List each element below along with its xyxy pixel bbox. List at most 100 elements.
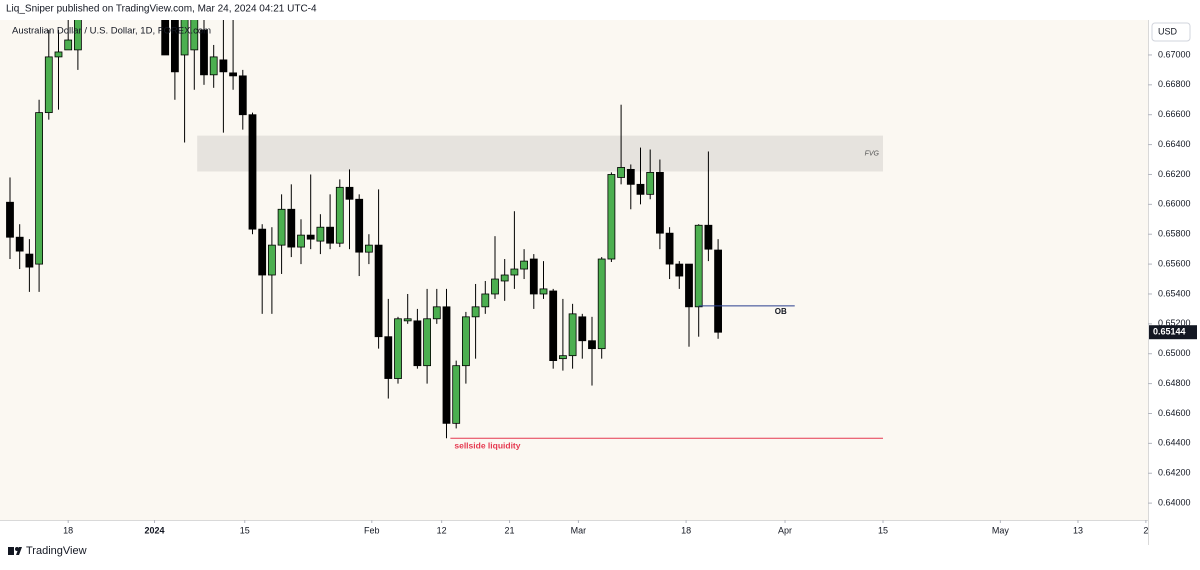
candle-body	[277, 208, 286, 246]
level-label: OB	[775, 307, 787, 316]
candle-body	[491, 278, 499, 295]
y-tick-label: 0.66800	[1158, 79, 1191, 89]
publisher: Liq_Sniper published on TradingView.com,…	[6, 4, 317, 15]
candle-body	[461, 316, 470, 367]
y-tick-label: 0.64800	[1158, 378, 1191, 388]
candle-body	[394, 318, 402, 379]
candle-body	[617, 167, 625, 178]
candle-body	[675, 263, 684, 277]
plot-background	[0, 20, 1148, 520]
candle-body	[297, 234, 305, 248]
y-tick-label: 0.64400	[1158, 438, 1191, 448]
candle-body	[655, 171, 664, 234]
candle-body	[326, 226, 334, 244]
candle-body	[510, 268, 519, 276]
candle-body	[597, 258, 606, 350]
y-tick-label: 0.67000	[1158, 49, 1191, 59]
candle-body	[364, 244, 373, 253]
candle-body	[103, 0, 110, 3]
currency: USD	[1158, 26, 1178, 36]
symbol-title: Australian Dollar / U.S. Dollar, 1D, FOR…	[12, 26, 211, 37]
candle-body	[306, 234, 315, 240]
candle-body	[152, 0, 159, 1]
last-price-box	[1149, 325, 1197, 340]
x-tick-label: 2024	[145, 525, 165, 535]
candle-body	[500, 274, 509, 282]
candle-body	[403, 318, 412, 322]
x-tick-label: Feb	[364, 525, 380, 535]
candle-body	[54, 51, 63, 58]
y-tick-label: 0.65400	[1158, 288, 1191, 298]
candle-body	[190, 20, 199, 51]
brand: TradingView	[26, 545, 87, 557]
y-tick-label: 0.64000	[1158, 497, 1191, 507]
candle-body	[15, 236, 24, 252]
candle-body	[685, 263, 693, 308]
candle-body	[258, 228, 267, 276]
candle-body	[646, 171, 655, 195]
candle-body	[73, 20, 82, 51]
y-tick-label: 0.65000	[1158, 348, 1191, 358]
candle-body	[539, 288, 548, 295]
candle-body	[200, 29, 208, 76]
zone-label: FVG	[865, 150, 880, 157]
y-tick-label: 0.66400	[1158, 139, 1191, 149]
candle-body	[704, 224, 713, 250]
candle-body	[413, 320, 422, 367]
last-price-label: 0.65144	[1153, 327, 1186, 337]
candle-body	[520, 260, 528, 270]
x-tick-label: Mar	[571, 525, 587, 535]
candle-body	[665, 232, 674, 265]
x-tick-label: 15	[240, 525, 250, 535]
y-tick-label: 0.65800	[1158, 229, 1191, 239]
candle-body	[238, 75, 247, 116]
candle-body	[355, 198, 364, 253]
candle-body	[481, 293, 490, 308]
y-tick-label: 0.66600	[1158, 109, 1191, 119]
tradingview-logo	[8, 547, 22, 555]
x-tick-label: 21	[505, 525, 515, 535]
candle-body	[180, 20, 189, 56]
candle-body	[6, 201, 14, 238]
candle-body	[694, 224, 703, 308]
candle-body	[626, 168, 635, 185]
candle-body	[452, 365, 461, 424]
x-tick-label: 18	[63, 525, 73, 535]
candle-body	[578, 316, 587, 342]
candle-body	[35, 112, 43, 265]
candle-body	[636, 183, 645, 195]
candle-body	[529, 258, 538, 295]
candle-body	[267, 244, 276, 276]
candle-body	[442, 306, 451, 424]
candle-body	[316, 226, 325, 242]
candle-body	[209, 56, 218, 76]
candle-body	[44, 56, 53, 114]
x-tick-label: 18	[681, 525, 691, 535]
x-tick-label: May	[992, 525, 1010, 535]
candle-body	[161, 20, 170, 56]
candle-body	[248, 114, 257, 230]
y-tick-label: 0.66200	[1158, 169, 1191, 179]
currency-box[interactable]	[1151, 22, 1191, 42]
x-tick-label: 2	[1143, 525, 1148, 535]
candle-body	[432, 306, 441, 320]
candle-body	[229, 72, 237, 77]
fvg-zone	[197, 135, 883, 172]
candle-body	[588, 340, 596, 350]
y-tick-label: 0.65200	[1158, 318, 1191, 328]
candle-body	[94, 0, 101, 3]
level-label: sellside liquidity	[454, 441, 520, 451]
plot	[6, 0, 883, 439]
candle-body	[219, 59, 228, 73]
y-tick-label: 0.65600	[1158, 258, 1191, 268]
y-tick-label: 0.64200	[1158, 468, 1191, 478]
candle-body	[607, 174, 616, 260]
x-tick-label: 15	[878, 525, 888, 535]
candle-body	[345, 186, 354, 200]
candle-body	[714, 249, 722, 333]
candle-body	[384, 336, 393, 379]
candle-body	[335, 186, 344, 244]
candle-body	[25, 253, 34, 268]
candle-body	[170, 20, 179, 73]
